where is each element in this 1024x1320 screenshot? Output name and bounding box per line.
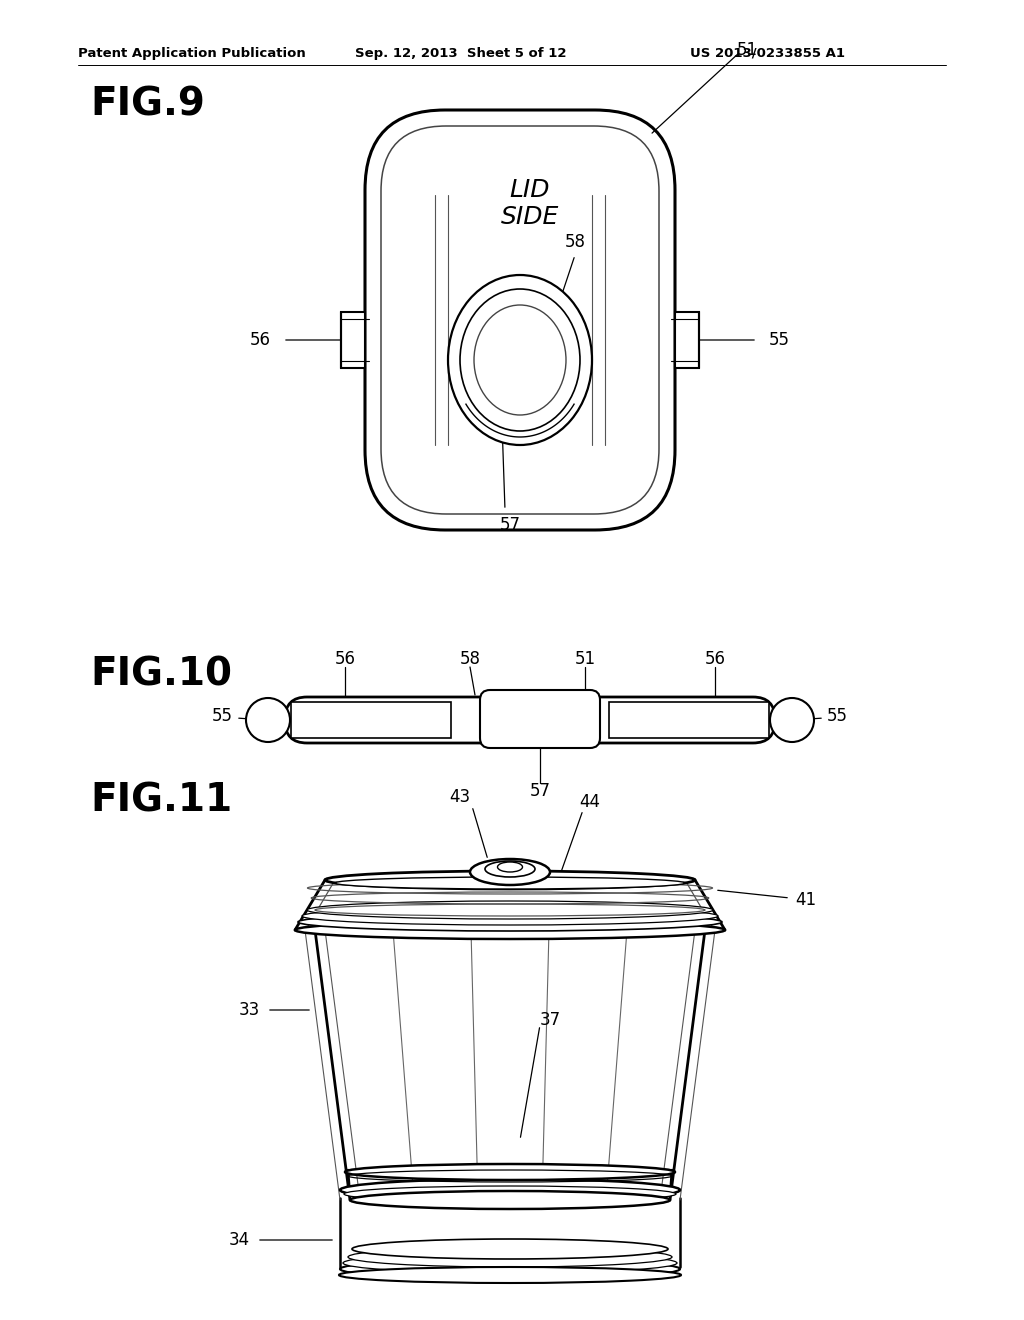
Text: 56: 56 xyxy=(335,649,355,668)
Bar xyxy=(362,312,366,368)
Text: 58: 58 xyxy=(460,649,480,668)
Text: 44: 44 xyxy=(580,793,600,810)
Text: 55: 55 xyxy=(212,708,233,725)
Ellipse shape xyxy=(348,1247,672,1267)
Ellipse shape xyxy=(345,1164,675,1180)
Ellipse shape xyxy=(474,305,566,414)
Ellipse shape xyxy=(302,907,718,925)
Ellipse shape xyxy=(298,913,722,931)
Text: 51: 51 xyxy=(574,649,596,668)
Ellipse shape xyxy=(340,1179,680,1201)
Text: 34: 34 xyxy=(229,1232,250,1249)
Text: 56: 56 xyxy=(250,331,271,348)
Ellipse shape xyxy=(343,1253,677,1272)
Bar xyxy=(609,702,769,738)
Ellipse shape xyxy=(350,1191,670,1209)
Ellipse shape xyxy=(246,698,290,742)
Text: 43: 43 xyxy=(450,788,471,807)
Ellipse shape xyxy=(770,698,814,742)
Ellipse shape xyxy=(339,1267,681,1283)
Text: SIDE: SIDE xyxy=(501,205,559,228)
Text: US 2013/0233855 A1: US 2013/0233855 A1 xyxy=(690,46,845,59)
Text: Patent Application Publication: Patent Application Publication xyxy=(78,46,306,59)
FancyBboxPatch shape xyxy=(480,690,600,748)
Text: 57: 57 xyxy=(529,781,551,800)
Ellipse shape xyxy=(335,876,685,888)
Text: FIG.9: FIG.9 xyxy=(90,86,205,124)
Ellipse shape xyxy=(352,1239,668,1259)
Bar xyxy=(609,702,769,738)
FancyBboxPatch shape xyxy=(365,110,675,531)
Ellipse shape xyxy=(470,859,550,884)
Text: 41: 41 xyxy=(795,891,816,909)
Ellipse shape xyxy=(340,1259,680,1279)
Bar xyxy=(675,312,699,368)
Ellipse shape xyxy=(344,1185,676,1203)
Ellipse shape xyxy=(460,289,580,432)
Text: FIG.10: FIG.10 xyxy=(90,656,232,694)
Bar xyxy=(291,702,451,738)
Text: 37: 37 xyxy=(540,1011,560,1030)
Bar xyxy=(341,312,365,368)
Text: 33: 33 xyxy=(239,1001,260,1019)
Text: LID: LID xyxy=(510,178,550,202)
Ellipse shape xyxy=(485,861,535,876)
Text: FIG.11: FIG.11 xyxy=(90,781,232,818)
Ellipse shape xyxy=(325,871,695,888)
Ellipse shape xyxy=(449,275,592,445)
Text: 56: 56 xyxy=(705,649,725,668)
Text: Sep. 12, 2013  Sheet 5 of 12: Sep. 12, 2013 Sheet 5 of 12 xyxy=(355,46,566,59)
Ellipse shape xyxy=(307,902,713,919)
Bar xyxy=(674,312,678,368)
Text: 55: 55 xyxy=(827,708,848,725)
Ellipse shape xyxy=(498,862,522,873)
Text: 51: 51 xyxy=(736,41,758,59)
Bar xyxy=(291,702,451,738)
FancyBboxPatch shape xyxy=(285,697,775,743)
Text: 57: 57 xyxy=(500,516,520,535)
Text: 58: 58 xyxy=(564,234,586,251)
Text: 55: 55 xyxy=(769,331,790,348)
Ellipse shape xyxy=(295,921,725,939)
